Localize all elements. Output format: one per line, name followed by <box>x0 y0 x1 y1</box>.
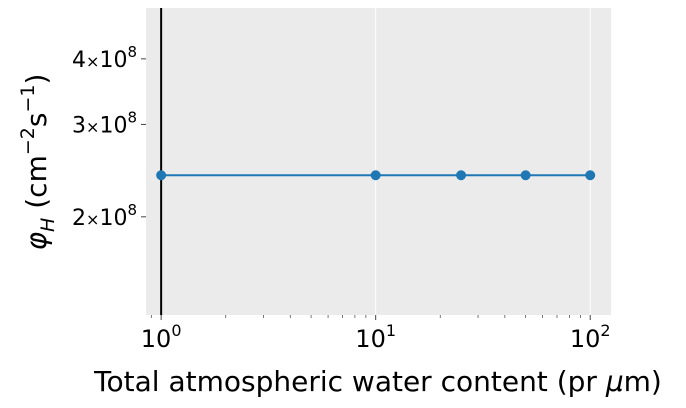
y-tick-label: 3×108 <box>72 108 137 138</box>
x-tick-label: 102 <box>570 321 611 353</box>
series <box>156 170 596 181</box>
data-point <box>370 170 381 181</box>
y-tick-label: 4×108 <box>72 43 137 73</box>
x-axis-label: Total atmospheric water content (pr μm) <box>93 365 662 398</box>
x-tick-label: 101 <box>355 321 396 353</box>
data-point <box>456 170 467 181</box>
y-tick-label: 2×108 <box>72 201 137 231</box>
axis-ticks: 100 101 102 2×108 3×108 4×108 <box>72 43 611 353</box>
data-point <box>520 170 531 181</box>
data-point <box>585 170 596 181</box>
plot-background <box>146 8 611 315</box>
data-point <box>156 170 167 181</box>
y-axis-label: φH (cm−2s−1) <box>17 74 59 251</box>
x-tick-label: 100 <box>141 321 182 353</box>
